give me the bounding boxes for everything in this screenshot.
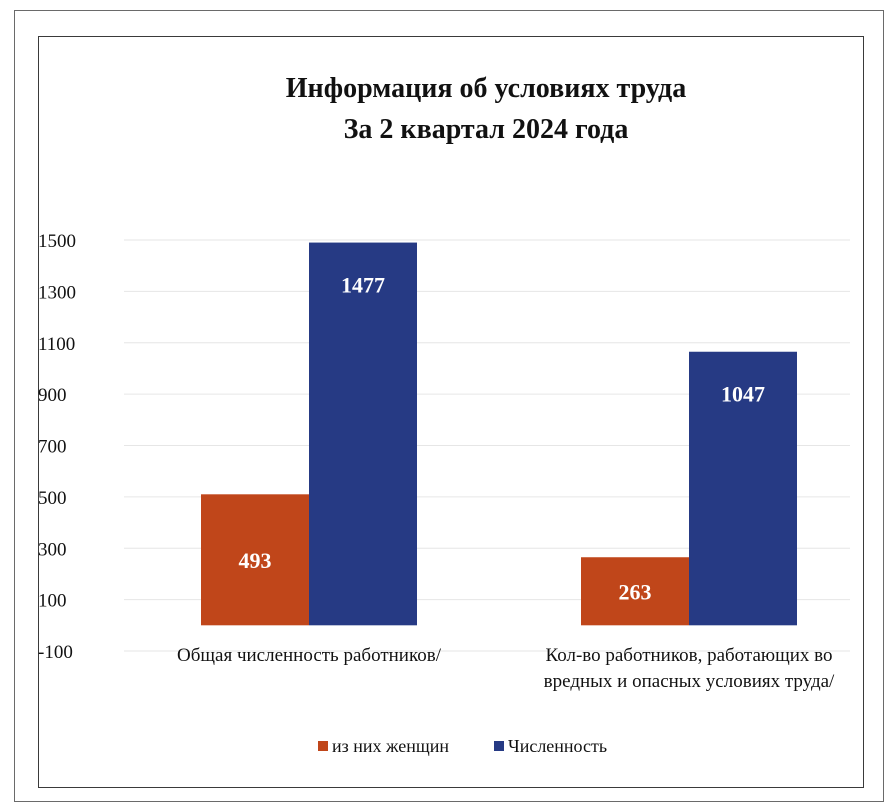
bar-women-1 (201, 494, 309, 626)
y-axis-tick-labels: 1500 1300 1100 900 700 500 300 100 -100 (38, 231, 76, 663)
y-tick-label: 1300 (38, 282, 76, 303)
bars (201, 242, 797, 626)
page-border (14, 10, 884, 802)
category-labels: Общая численность работников/Кол-во рабо… (177, 645, 835, 692)
legend-label: Численность (508, 736, 607, 756)
legend: из них женщин Численность (318, 736, 607, 756)
y-tick-label: 500 (38, 488, 67, 509)
y-tick-label: -100 (38, 642, 73, 663)
category-label: вредных и опасных условиях труда/ (544, 671, 835, 692)
category-label: Общая численность работников/ (177, 645, 442, 666)
y-tick-label: 900 (38, 385, 67, 406)
data-label: 1047 (721, 382, 765, 407)
y-tick-label: 700 (38, 437, 67, 458)
bar-women-2 (581, 557, 689, 626)
data-label: 263 (619, 579, 652, 604)
legend-swatch (318, 741, 328, 751)
data-label: 1477 (341, 273, 385, 298)
title-group: Информация об условиях труда За 2 кварта… (286, 73, 686, 145)
category-label: Кол-во работников, работающих во (545, 645, 832, 666)
chart-title-line-1: Информация об условиях труда (286, 73, 686, 104)
y-tick-label: 100 (38, 591, 67, 612)
data-label: 493 (239, 548, 272, 573)
y-tick-label: 1100 (38, 334, 75, 355)
y-tick-label: 300 (38, 539, 67, 560)
y-tick-label: 1500 (38, 231, 76, 252)
legend-label: из них женщин (332, 736, 449, 756)
chart-title-line-2: За 2 квартал 2024 года (344, 114, 629, 145)
bar-total-2 (689, 351, 797, 626)
data-labels: 493 263 1477 1047 (239, 273, 766, 605)
bar-total-1 (309, 242, 417, 626)
legend-swatch (494, 741, 504, 751)
